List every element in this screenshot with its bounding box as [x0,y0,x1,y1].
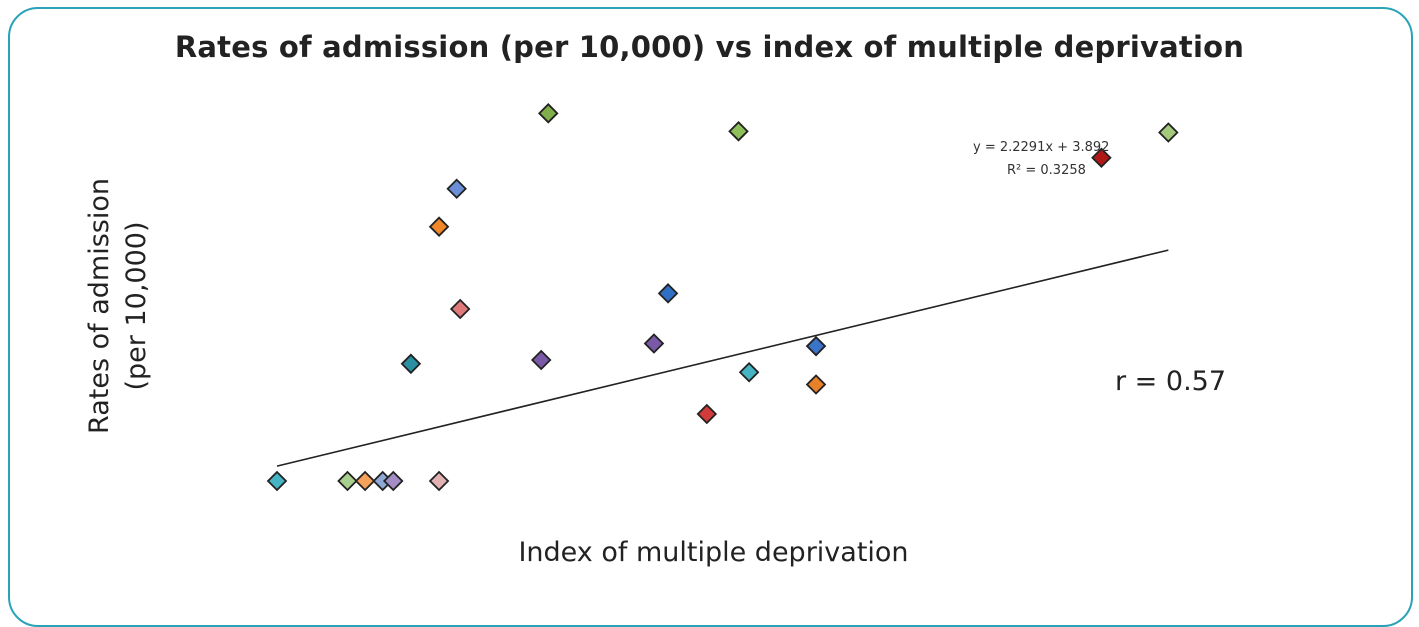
x-axis-label: Index of multiple deprivation [518,537,909,568]
correlation-annotation: r = 0.57 [1115,366,1227,397]
data-point [538,103,559,124]
data-point [657,283,679,304]
data-point [382,470,404,492]
data-point [1091,147,1112,169]
scatter-plot: y = 2.2291x + 3.892 R² = 0.3258 [266,103,1179,492]
trendline-layer [276,249,1169,467]
data-point [449,298,471,320]
data-point [400,353,422,375]
trendline-r-squared: R² = 0.3258 [1007,163,1086,178]
chart-title: Rates of admission (per 10,000) vs index… [174,30,1245,64]
data-point [446,178,467,200]
points-layer [266,103,1179,492]
data-point [805,374,827,395]
data-point [428,470,450,492]
data-point [266,470,288,492]
data-point [530,349,552,371]
trendline [276,249,1169,467]
data-point [428,216,450,237]
slide-frame [8,7,1413,627]
data-point [696,403,718,425]
data-point [738,361,760,383]
data-point [643,333,665,354]
data-point [1158,122,1179,143]
data-point [728,121,749,142]
data-point [337,470,358,492]
data-point [805,335,827,357]
trendline-equation: y = 2.2291x + 3.892 [973,140,1109,155]
data-point [354,470,376,492]
